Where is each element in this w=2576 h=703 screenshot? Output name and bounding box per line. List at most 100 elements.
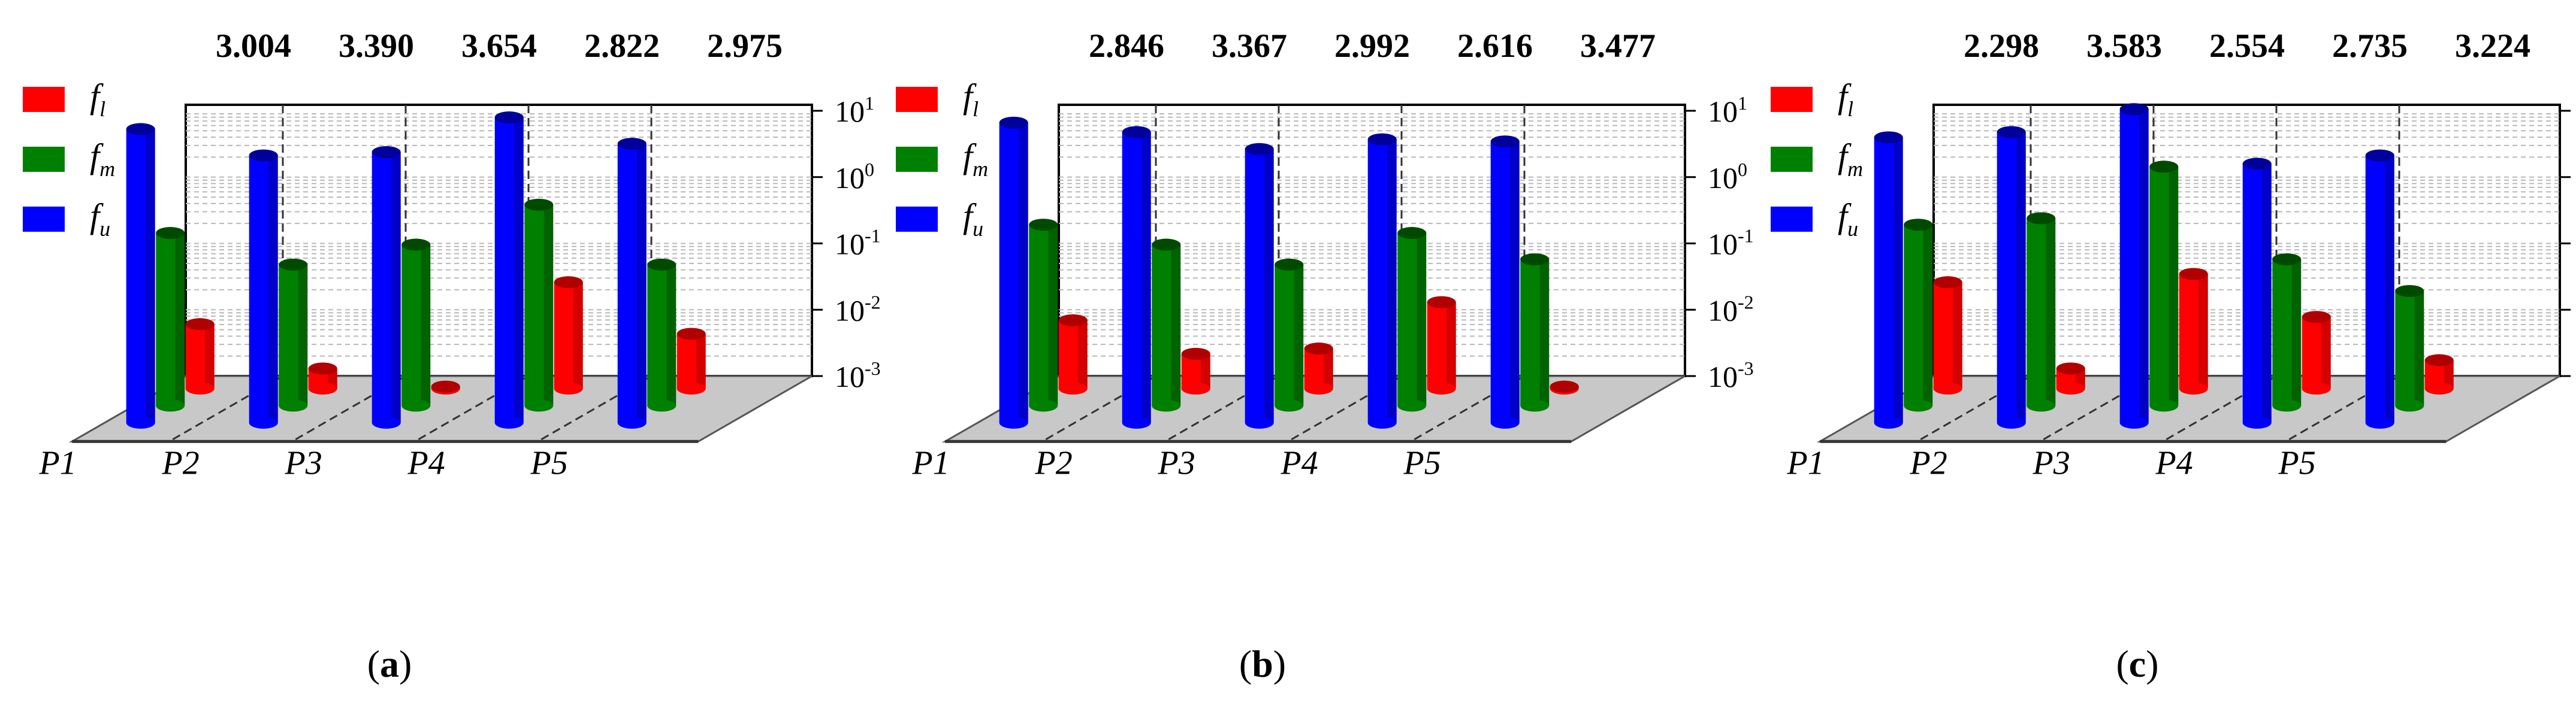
bar-top [1181, 347, 1210, 360]
bar-f_u-P4 [494, 111, 524, 429]
bar-top [1874, 131, 1903, 144]
z-tick-label: 10-3 [1708, 357, 1754, 393]
bar-f_u-P3 [372, 146, 401, 429]
bar-shade [1446, 302, 1456, 389]
category-label: P2 [1035, 445, 1073, 482]
bar-shade [1141, 132, 1151, 423]
bar-shade [298, 264, 308, 406]
bar-top [1997, 126, 2026, 138]
top-value-label: 2.992 [1334, 28, 1410, 65]
bar-bottom [1904, 399, 1933, 412]
bar-top [156, 227, 185, 240]
bar-f_m-P5 [2395, 284, 2424, 412]
bar-bottom [999, 416, 1028, 429]
bar-shade [1078, 320, 1088, 389]
bar-bottom [554, 382, 583, 395]
bar-shade [2262, 163, 2272, 423]
bar-top [1275, 258, 1304, 271]
bar-top [617, 138, 647, 150]
bar-bottom [308, 382, 337, 395]
bar-f_m-P5 [647, 258, 677, 412]
chart-panel-b: 101 100 10-1 10-2 10-3 P1 P2 P3 P4 P5 2.846 3.367 2.… [896, 28, 1754, 685]
bar-shade [637, 144, 647, 423]
floor-divider [2285, 375, 2400, 443]
bar-f_m-P3 [2149, 160, 2179, 412]
bar-f_u-P5 [2365, 149, 2394, 429]
category-label: P3 [1158, 445, 1195, 482]
bar-shade [1417, 233, 1427, 406]
bar-f_u-P1 [999, 116, 1028, 429]
legend-swatch-l [896, 87, 938, 112]
bar-top [1397, 227, 1427, 240]
bar-top [1122, 126, 1151, 138]
legend-swatch-l [23, 87, 65, 112]
bar-f_m-P5 [1520, 253, 1550, 412]
bar-f_u-P5 [1490, 135, 1520, 429]
bar-top [1550, 380, 1579, 393]
top-value-label: 2.822 [584, 28, 660, 65]
floor-divider [2162, 375, 2277, 443]
z-tick-label: 101 [1708, 92, 1747, 128]
bar-top [2302, 311, 2331, 323]
bar-bottom [2365, 416, 2394, 429]
bar-f_l-P5 [2424, 354, 2454, 395]
bar-f_l-P2 [2056, 362, 2085, 395]
bar-bottom [2027, 399, 2056, 412]
legend-label-u: fu [963, 196, 983, 241]
bar-top [1058, 314, 1088, 326]
top-value-label: 3.367 [1212, 28, 1287, 65]
bar-top [2119, 103, 2149, 116]
floor-divider [1041, 375, 1156, 443]
bar-f_l-P2 [308, 362, 337, 395]
top-value-label: 3.477 [1580, 28, 1656, 65]
bar-shade [2046, 218, 2056, 406]
bar-shade [1387, 139, 1397, 423]
bar-shade [421, 244, 431, 406]
category-label: P5 [1403, 445, 1441, 482]
bar-top [1245, 143, 1274, 155]
bar-top [1904, 219, 1933, 231]
bar-bottom [2056, 382, 2085, 395]
bar-f_u-P4 [2242, 157, 2272, 429]
bar-bottom [126, 416, 155, 429]
bar-shade [2016, 132, 2026, 423]
bar-f_u-P1 [126, 123, 155, 429]
bar-top [185, 318, 215, 331]
bar-bottom [494, 416, 524, 429]
floor-divider [291, 375, 406, 443]
bar-f_u-P1 [1874, 131, 1903, 429]
bar-top [1152, 238, 1181, 251]
bar-shade [391, 151, 401, 423]
legend-label-u: fu [1838, 196, 1858, 241]
bar-shade [2139, 109, 2149, 423]
panel-label: (a) [367, 643, 412, 685]
category-label: P1 [39, 445, 77, 482]
bar-f_m-P4 [2272, 253, 2302, 412]
category-label: P5 [2278, 445, 2316, 482]
bar-top [1933, 276, 1962, 289]
bar-shade [2291, 259, 2302, 406]
bar-bottom [1275, 399, 1304, 412]
bar-bottom [2424, 382, 2454, 395]
bar-bottom [185, 382, 215, 395]
bar-f_l-P5 [677, 328, 706, 395]
bar-f_l-P3 [2179, 268, 2208, 395]
z-tick-label: 10-1 [835, 225, 881, 261]
z-tick-label: 10-2 [1708, 291, 1754, 327]
bar-bottom [2242, 416, 2272, 429]
bar-top [1367, 133, 1397, 146]
chart-panel-a: 101 100 10-1 10-2 10-3 P1 P2 P3 P4 P5 3.004 3.390 3.… [23, 28, 881, 685]
category-label: P4 [407, 445, 445, 482]
bar-shade [1324, 349, 1333, 389]
bar-f_l-P1 [1933, 276, 1962, 395]
bar-bottom [279, 399, 308, 412]
bar-f_l-P5 [1550, 380, 1579, 395]
top-value-label: 2.616 [1457, 28, 1533, 65]
bar-shade [2385, 155, 2394, 423]
bar-shade [1201, 353, 1210, 389]
bar-top [677, 328, 706, 340]
floor-divider [537, 375, 652, 443]
bar-shade [2321, 317, 2331, 389]
legend-swatch-m [1771, 147, 1813, 172]
